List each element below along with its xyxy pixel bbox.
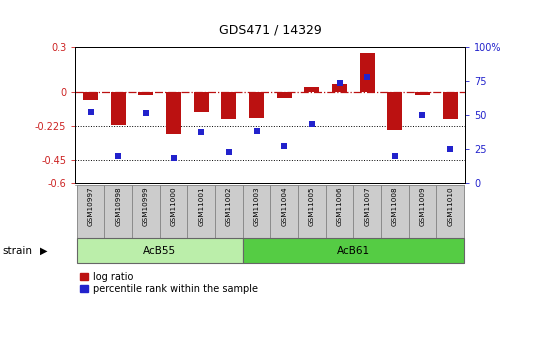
- Text: GSM11009: GSM11009: [420, 187, 426, 226]
- Bar: [443, 92, 458, 119]
- Bar: [381, 185, 409, 238]
- Point: [308, 121, 316, 127]
- Text: strain: strain: [3, 246, 33, 256]
- Bar: [243, 185, 270, 238]
- Bar: [194, 92, 209, 112]
- Point: [335, 81, 344, 86]
- Point: [363, 74, 371, 79]
- Point: [391, 153, 399, 158]
- Bar: [77, 238, 243, 263]
- Point: [224, 149, 233, 154]
- Legend: log ratio, percentile rank within the sample: log ratio, percentile rank within the sa…: [80, 272, 258, 294]
- Text: GSM11000: GSM11000: [171, 187, 176, 226]
- Bar: [249, 92, 264, 118]
- Bar: [221, 92, 237, 119]
- Bar: [243, 238, 464, 263]
- Bar: [415, 92, 430, 95]
- Bar: [160, 185, 187, 238]
- Point: [418, 112, 427, 117]
- Point: [169, 156, 178, 161]
- Text: GSM11007: GSM11007: [364, 187, 370, 226]
- Bar: [166, 92, 181, 135]
- Text: GSM10999: GSM10999: [143, 187, 149, 226]
- Bar: [187, 185, 215, 238]
- Text: GSM10998: GSM10998: [115, 187, 121, 226]
- Text: GSM11002: GSM11002: [226, 187, 232, 226]
- Text: GDS471 / 14329: GDS471 / 14329: [219, 23, 322, 36]
- Bar: [77, 185, 104, 238]
- Text: GSM10997: GSM10997: [88, 187, 94, 226]
- Point: [86, 109, 95, 115]
- Point: [280, 143, 288, 149]
- Bar: [353, 185, 381, 238]
- Bar: [83, 92, 98, 100]
- Bar: [304, 87, 320, 92]
- Text: AcB55: AcB55: [143, 246, 176, 256]
- Bar: [277, 92, 292, 98]
- Bar: [132, 185, 160, 238]
- Bar: [111, 92, 126, 125]
- Bar: [436, 185, 464, 238]
- Point: [114, 153, 123, 158]
- Text: GSM11008: GSM11008: [392, 187, 398, 226]
- Text: GSM11004: GSM11004: [281, 187, 287, 226]
- Text: GSM11003: GSM11003: [253, 187, 259, 226]
- Bar: [138, 92, 153, 95]
- Point: [141, 111, 150, 116]
- Text: AcB61: AcB61: [337, 246, 370, 256]
- Text: GSM11006: GSM11006: [336, 187, 343, 226]
- Bar: [104, 185, 132, 238]
- Bar: [359, 53, 375, 92]
- Bar: [325, 185, 353, 238]
- Bar: [409, 185, 436, 238]
- Text: GSM11010: GSM11010: [447, 187, 453, 226]
- Point: [446, 146, 455, 151]
- Point: [252, 128, 261, 134]
- Point: [197, 130, 206, 135]
- Bar: [332, 85, 347, 92]
- Bar: [215, 185, 243, 238]
- Text: ▶: ▶: [40, 246, 48, 256]
- Text: GSM11005: GSM11005: [309, 187, 315, 226]
- Bar: [270, 185, 298, 238]
- Bar: [298, 185, 325, 238]
- Bar: [387, 92, 402, 130]
- Text: GSM11001: GSM11001: [198, 187, 204, 226]
